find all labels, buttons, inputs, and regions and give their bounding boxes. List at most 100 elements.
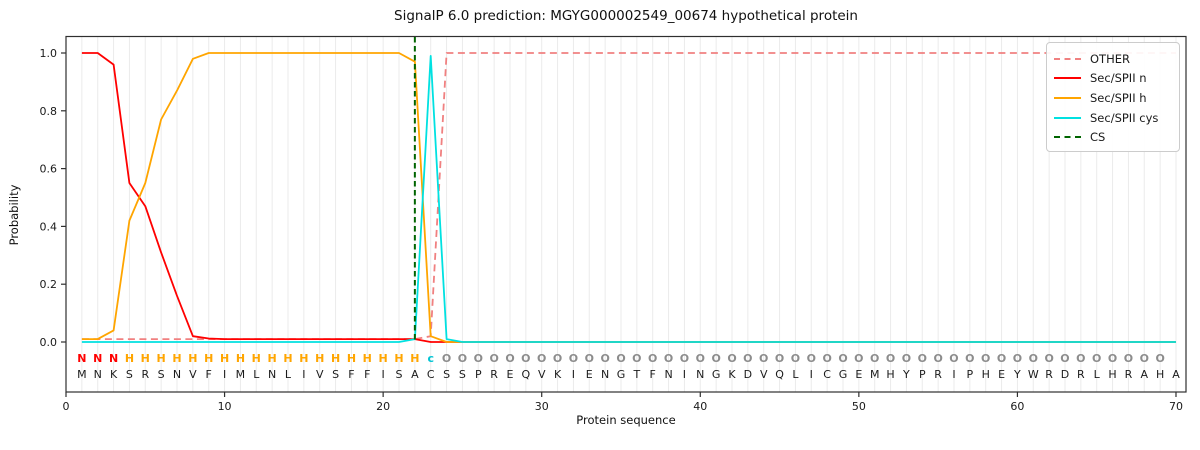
residue-letter: G (617, 368, 626, 381)
region-label: O (933, 352, 942, 365)
region-label: O (838, 352, 847, 365)
residue-letter: H (886, 368, 894, 381)
residue-letter: H (1156, 368, 1164, 381)
residue-letter: P (475, 368, 482, 381)
residue-letter: D (744, 368, 752, 381)
residue-letter: E (586, 368, 593, 381)
legend-label: Sec/SPII h (1090, 90, 1147, 105)
residue-letter: I (810, 368, 813, 381)
legend-line-sample-cs (1054, 136, 1081, 139)
legend: OTHER Sec/SPII n Sec/SPII h Sec/SPII cys… (1046, 42, 1180, 152)
residue-letter: I (302, 368, 305, 381)
residue-letter: N (664, 368, 672, 381)
region-label: O (474, 352, 483, 365)
region-label: O (727, 352, 736, 365)
region-label: H (410, 352, 419, 365)
residue-letter: L (1094, 368, 1101, 381)
region-label: H (220, 352, 229, 365)
series-line-other (81, 52, 1176, 341)
region-label: O (1013, 352, 1022, 365)
residue-letter: M (77, 368, 87, 381)
region-label: H (157, 352, 166, 365)
region-label: O (537, 352, 546, 365)
series-line-sec-spii-cys (81, 55, 1176, 343)
region-label: N (93, 352, 102, 365)
y-axis-label: Probability (7, 184, 21, 246)
residue-letter: I (572, 368, 575, 381)
region-label: O (759, 352, 768, 365)
x-axis-label: Protein sequence (576, 413, 676, 427)
y-tick-label: 0.8 (40, 105, 58, 118)
region-label: O (1044, 352, 1053, 365)
residue-letter: F (364, 368, 370, 381)
region-label: O (949, 352, 958, 365)
region-label: H (299, 352, 308, 365)
legend-label: CS (1090, 130, 1106, 145)
legend-line-sample-sec-spii-cys (1054, 116, 1081, 119)
region-label: H (252, 352, 261, 365)
residue-letter: P (967, 368, 974, 381)
region-label: O (600, 352, 609, 365)
region-label: O (981, 352, 990, 365)
residue-letter: I (952, 368, 955, 381)
region-label: O (743, 352, 752, 365)
residue-letter: M (236, 368, 246, 381)
region-label: H (347, 352, 356, 365)
residue-letter: S (459, 368, 466, 381)
region-label: H (331, 352, 340, 365)
residue-letter: N (94, 368, 102, 381)
region-label: H (268, 352, 277, 365)
residue-letter: I (223, 368, 226, 381)
residue-letter: D (1061, 368, 1069, 381)
residue-letter: T (632, 368, 640, 381)
residue-letter: A (1141, 368, 1149, 381)
y-tick-label: 0.4 (40, 220, 58, 233)
residue-letter: S (126, 368, 133, 381)
region-label: O (680, 352, 689, 365)
region-label: O (1124, 352, 1133, 365)
residue-letter: K (110, 368, 118, 381)
residue-letter: I (382, 368, 385, 381)
region-label: O (854, 352, 863, 365)
region-label: N (109, 352, 118, 365)
residue-letter: Y (902, 368, 910, 381)
x-tick-label: 50 (852, 400, 866, 413)
residue-letter: N (268, 368, 276, 381)
region-label: H (379, 352, 388, 365)
x-tick-label: 0 (63, 400, 70, 413)
residue-letter: S (443, 368, 450, 381)
legend-item-cs: CS (1054, 127, 1171, 147)
residue-letter: F (206, 368, 212, 381)
residue-letter: G (712, 368, 721, 381)
residue-letter: H (1108, 368, 1116, 381)
residue-letter: H (982, 368, 990, 381)
residue-letter: F (650, 368, 656, 381)
region-label: H (125, 352, 134, 365)
region-label: O (648, 352, 657, 365)
legend-line-sample-other (1054, 57, 1081, 60)
residue-letter: R (1077, 368, 1085, 381)
residue-letter: E (855, 368, 862, 381)
residue-letter: F (348, 368, 354, 381)
residue-letter: N (173, 368, 181, 381)
residue-letter: R (490, 368, 498, 381)
residue-letter: P (919, 368, 926, 381)
region-label: O (585, 352, 594, 365)
residue-letter: R (1045, 368, 1053, 381)
region-label: O (1076, 352, 1085, 365)
region-label: O (902, 352, 911, 365)
region-label: O (807, 352, 816, 365)
residue-letter: L (285, 368, 292, 381)
region-label: O (886, 352, 895, 365)
residue-letter: C (427, 368, 435, 381)
region-label: O (997, 352, 1006, 365)
residue-letter: I (683, 368, 686, 381)
region-label: O (616, 352, 625, 365)
series-line-sec-spii-n (81, 52, 1176, 343)
x-tick-label: 70 (1169, 400, 1183, 413)
residue-letter: Q (522, 368, 531, 381)
region-label: H (363, 352, 372, 365)
residue-letter: V (316, 368, 324, 381)
region-label: O (918, 352, 927, 365)
